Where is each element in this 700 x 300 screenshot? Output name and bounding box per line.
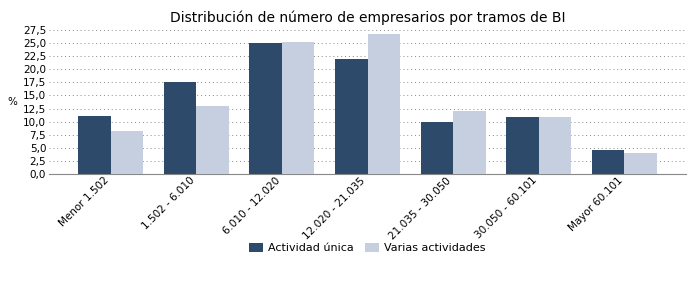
Bar — [111, 130, 143, 174]
Bar — [421, 122, 453, 174]
Bar — [592, 150, 624, 174]
Bar — [539, 117, 571, 174]
Bar — [196, 106, 229, 174]
Bar — [624, 153, 657, 174]
Bar — [453, 111, 486, 174]
Bar — [78, 116, 111, 174]
Bar — [506, 117, 539, 174]
Title: Distribución de número de empresarios por tramos de BI: Distribución de número de empresarios po… — [169, 10, 566, 25]
Legend: Actividad única, Varias actividades: Actividad única, Varias actividades — [245, 238, 490, 258]
Bar — [335, 59, 368, 174]
Bar — [368, 34, 400, 174]
Bar — [164, 82, 196, 174]
Bar — [249, 43, 282, 174]
Bar — [282, 41, 314, 174]
Y-axis label: %: % — [7, 97, 17, 107]
